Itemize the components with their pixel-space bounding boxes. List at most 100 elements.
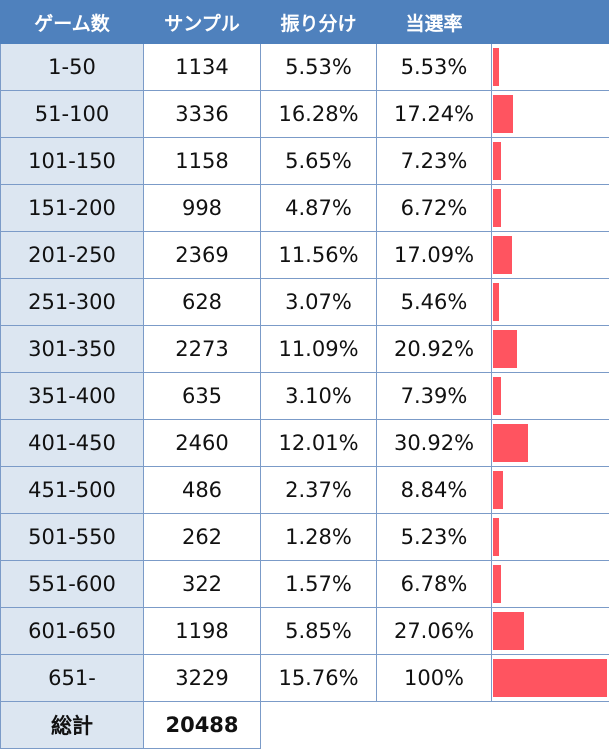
header-samples: サンプル — [143, 0, 261, 44]
share-cell: 3.07% — [260, 278, 377, 326]
table-row: 351-400 635 3.10% 7.39% — [0, 372, 609, 420]
samples-cell: 3336 — [143, 90, 261, 138]
rate-bar-cell — [491, 231, 609, 279]
rate-bar — [493, 424, 528, 462]
rate-cell: 20.92% — [376, 325, 492, 373]
share-cell: 2.37% — [260, 466, 377, 514]
samples-cell: 635 — [143, 372, 261, 420]
rate-bar — [493, 330, 517, 368]
rate-bar-cell — [491, 43, 609, 91]
samples-cell: 2369 — [143, 231, 261, 279]
share-cell: 3.10% — [260, 372, 377, 420]
rate-bar-cell — [491, 513, 609, 561]
rate-bar-cell — [491, 419, 609, 467]
rate-cell: 5.46% — [376, 278, 492, 326]
header-games: ゲーム数 — [0, 0, 144, 44]
rate-cell: 5.23% — [376, 513, 492, 561]
header-rate: 当選率 — [376, 0, 492, 44]
games-cell: 301-350 — [0, 325, 144, 373]
rate-bar — [493, 95, 513, 133]
rate-bar-cell — [491, 466, 609, 514]
table-row: 201-250 2369 11.56% 17.09% — [0, 231, 609, 279]
table-row: 251-300 628 3.07% 5.46% — [0, 278, 609, 326]
games-cell: 51-100 — [0, 90, 144, 138]
samples-cell: 2273 — [143, 325, 261, 373]
rate-bar-cell — [491, 560, 609, 608]
rate-bar-cell — [491, 607, 609, 655]
rate-bar-cell — [491, 184, 609, 232]
share-cell: 5.53% — [260, 43, 377, 91]
share-cell: 4.87% — [260, 184, 377, 232]
share-cell: 5.85% — [260, 607, 377, 655]
games-cell: 651- — [0, 654, 144, 702]
samples-cell: 1158 — [143, 137, 261, 185]
share-cell: 16.28% — [260, 90, 377, 138]
rate-bar-cell — [491, 372, 609, 420]
table-row: 151-200 998 4.87% 6.72% — [0, 184, 609, 232]
samples-cell: 3229 — [143, 654, 261, 702]
rate-bar-cell — [491, 137, 609, 185]
rate-bar — [493, 565, 501, 603]
share-cell: 15.76% — [260, 654, 377, 702]
rate-cell: 8.84% — [376, 466, 492, 514]
samples-cell: 262 — [143, 513, 261, 561]
rate-bar — [493, 48, 499, 86]
rate-bar — [493, 471, 503, 509]
games-cell: 201-250 — [0, 231, 144, 279]
games-cell: 351-400 — [0, 372, 144, 420]
rate-cell: 100% — [376, 654, 492, 702]
samples-cell: 998 — [143, 184, 261, 232]
table-row: 551-600 322 1.57% 6.78% — [0, 560, 609, 608]
games-cell: 601-650 — [0, 607, 144, 655]
share-cell: 11.56% — [260, 231, 377, 279]
samples-cell: 486 — [143, 466, 261, 514]
rate-bar — [493, 377, 501, 415]
table-row: 601-650 1198 5.85% 27.06% — [0, 607, 609, 655]
header-bar — [491, 0, 609, 44]
rate-bar — [493, 612, 524, 650]
table-row: 101-150 1158 5.65% 7.23% — [0, 137, 609, 185]
header-row: ゲーム数 サンプル 振り分け 当選率 — [0, 0, 609, 44]
games-cell: 101-150 — [0, 137, 144, 185]
samples-cell: 1198 — [143, 607, 261, 655]
share-cell: 1.57% — [260, 560, 377, 608]
rate-cell: 7.39% — [376, 372, 492, 420]
rate-cell: 6.78% — [376, 560, 492, 608]
games-cell: 151-200 — [0, 184, 144, 232]
rate-bar-cell — [491, 325, 609, 373]
games-cell: 1-50 — [0, 43, 144, 91]
rate-bar-cell — [491, 90, 609, 138]
rate-bar — [493, 189, 501, 227]
table-row: 301-350 2273 11.09% 20.92% — [0, 325, 609, 373]
total-value: 20488 — [143, 701, 261, 749]
games-cell: 451-500 — [0, 466, 144, 514]
rate-cell: 7.23% — [376, 137, 492, 185]
rate-cell: 27.06% — [376, 607, 492, 655]
rate-bar-cell — [491, 278, 609, 326]
share-cell: 12.01% — [260, 419, 377, 467]
games-cell: 401-450 — [0, 419, 144, 467]
games-cell: 251-300 — [0, 278, 144, 326]
share-cell: 5.65% — [260, 137, 377, 185]
table-row: 51-100 3336 16.28% 17.24% — [0, 90, 609, 138]
share-cell: 1.28% — [260, 513, 377, 561]
rate-bar — [493, 518, 499, 556]
rate-bar — [493, 659, 607, 697]
share-cell: 11.09% — [260, 325, 377, 373]
rate-bar — [493, 283, 499, 321]
rate-cell: 5.53% — [376, 43, 492, 91]
rate-cell: 30.92% — [376, 419, 492, 467]
table-row: 1-50 1134 5.53% 5.53% — [0, 43, 609, 91]
table-row: 501-550 262 1.28% 5.23% — [0, 513, 609, 561]
rate-bar-cell — [491, 654, 609, 702]
samples-cell: 628 — [143, 278, 261, 326]
samples-cell: 2460 — [143, 419, 261, 467]
rate-bar — [493, 142, 501, 180]
table-body: 1-50 1134 5.53% 5.53% 51-100 3336 16.28% 17.24%… — [0, 43, 609, 702]
total-row: 総計 20488 — [0, 701, 609, 749]
games-cell: 551-600 — [0, 560, 144, 608]
table-row: 451-500 486 2.37% 8.84% — [0, 466, 609, 514]
rate-cell: 6.72% — [376, 184, 492, 232]
